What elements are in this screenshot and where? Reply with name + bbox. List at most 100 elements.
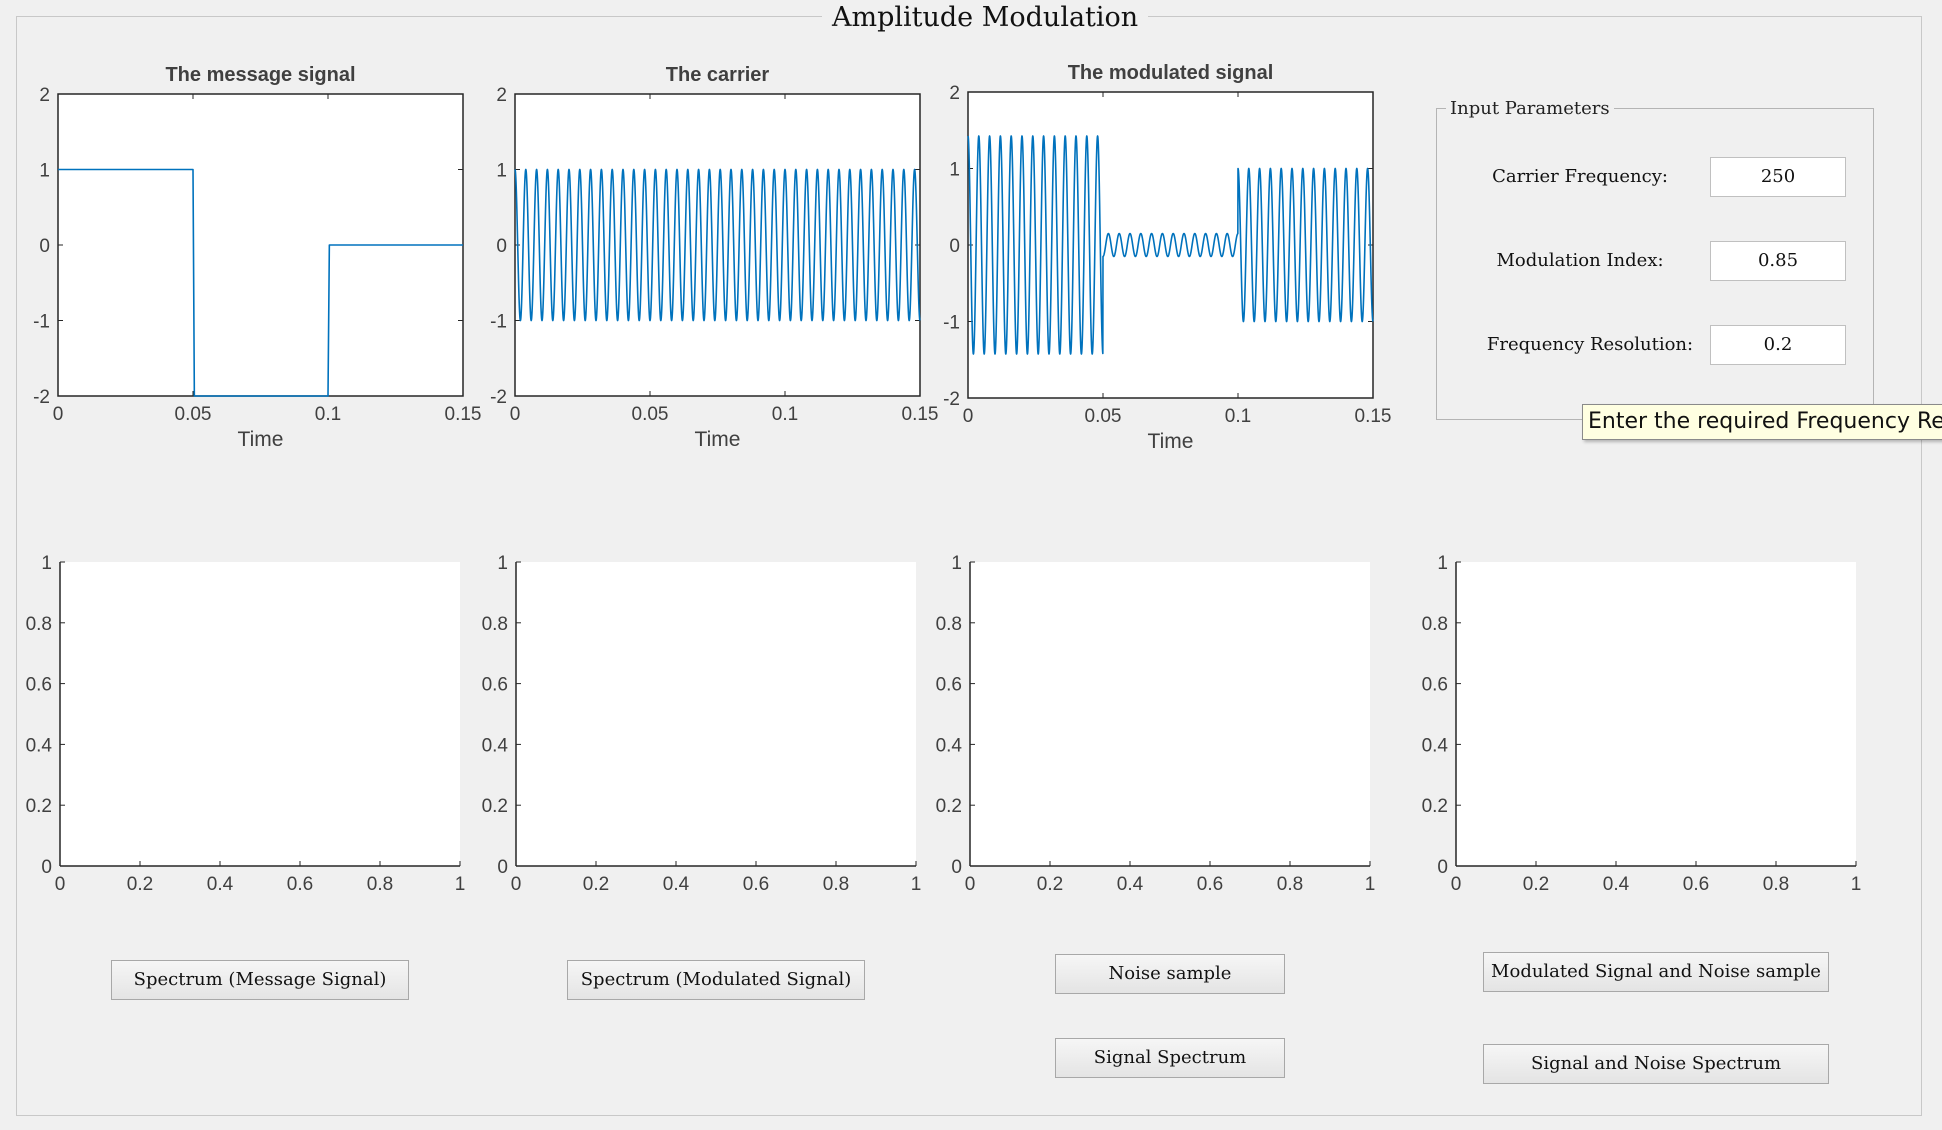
x-tick-label: 0.4 xyxy=(1603,874,1630,895)
y-tick-label: 1 xyxy=(497,553,508,574)
x-tick-label: 0.15 xyxy=(902,404,939,425)
carrier-frequency-label: Carrier Frequency: xyxy=(1492,166,1668,187)
x-tick-label: 0 xyxy=(965,874,976,895)
frequency-resolution-input[interactable]: 0.2 xyxy=(1710,325,1846,365)
y-tick-label: 1 xyxy=(39,161,50,182)
x-axis-label: Time xyxy=(695,428,741,451)
y-tick-label: 0 xyxy=(41,857,52,878)
y-tick-label: 0.6 xyxy=(1422,675,1448,696)
x-tick-label: 0 xyxy=(510,404,521,425)
y-tick-label: 2 xyxy=(39,85,50,106)
x-tick-label: 0.6 xyxy=(1197,874,1223,895)
signal-line xyxy=(58,168,463,397)
axes-1: 0 0.05 0.1 0.15 -2 -1 0 1 2 The message signal Tim… xyxy=(33,64,481,451)
x-tick-label: 0.6 xyxy=(1683,874,1709,895)
axes-title: The carrier xyxy=(666,64,770,86)
x-tick-label: 0.8 xyxy=(1277,874,1303,895)
frequency-resolution-label: Frequency Resolution: xyxy=(1486,334,1694,355)
x-tick-label: 0 xyxy=(55,874,66,895)
x-tick-label: 0.8 xyxy=(367,874,393,895)
y-tick-label: 0.6 xyxy=(936,675,962,696)
spectrum-message-signal-button[interactable]: Spectrum (Message Signal) xyxy=(111,960,409,1000)
input-parameters-title: Input Parameters xyxy=(1446,96,1614,122)
y-tick-label: 0 xyxy=(951,857,962,878)
x-tick-label: 0.6 xyxy=(287,874,313,895)
signal-line xyxy=(967,135,1374,355)
x-tick-label: 0.05 xyxy=(1085,406,1122,427)
x-tick-label: 0.1 xyxy=(1225,406,1251,427)
x-tick-label: 0.2 xyxy=(127,874,153,895)
y-tick-label: 0.8 xyxy=(482,614,508,635)
x-tick-label: 0 xyxy=(511,874,522,895)
plot-area xyxy=(970,562,1370,866)
signal-spectrum-button[interactable]: Signal Spectrum xyxy=(1055,1038,1285,1078)
x-tick-label: 0.4 xyxy=(663,874,690,895)
noise-sample-button[interactable]: Noise sample xyxy=(1055,954,1285,994)
x-tick-label: 0.15 xyxy=(1355,406,1392,427)
plot-area xyxy=(1456,562,1856,866)
y-tick-label: 0.4 xyxy=(936,735,963,756)
x-tick-label: 0.8 xyxy=(1763,874,1789,895)
y-tick-label: 0.4 xyxy=(482,735,509,756)
carrier-frequency-input[interactable]: 250 xyxy=(1710,157,1846,197)
y-tick-label: -2 xyxy=(33,387,50,408)
axes-2: 0 0.05 0.1 0.15 -2 -1 0 1 2 The carrier Time xyxy=(490,64,938,451)
y-tick-label: 0 xyxy=(496,236,507,257)
y-tick-label: 0.2 xyxy=(1422,796,1448,817)
axes-title: The modulated signal xyxy=(1068,62,1274,84)
y-tick-label: 0.8 xyxy=(936,614,962,635)
x-axis-label: Time xyxy=(238,428,284,451)
y-tick-label: 1 xyxy=(496,161,507,182)
y-tick-label: 2 xyxy=(949,83,960,104)
x-tick-label: 0.2 xyxy=(1523,874,1549,895)
modulation-index-input[interactable]: 0.85 xyxy=(1710,241,1846,281)
y-tick-label: 0.6 xyxy=(26,675,52,696)
y-tick-label: 0.2 xyxy=(936,796,962,817)
x-tick-label: 0.1 xyxy=(772,404,798,425)
y-tick-label: 0 xyxy=(497,857,508,878)
x-tick-label: 0.6 xyxy=(743,874,769,895)
y-tick-label: -2 xyxy=(490,387,507,408)
y-tick-label: -1 xyxy=(490,312,507,333)
y-tick-label: 0.2 xyxy=(482,796,508,817)
x-tick-label: 0.4 xyxy=(1117,874,1144,895)
y-tick-label: 1 xyxy=(949,160,960,181)
y-tick-label: 0.8 xyxy=(26,614,52,635)
x-tick-label: 0.05 xyxy=(632,404,669,425)
axes-7: 0 0.2 0.4 0.6 0.8 1 0 0.2 0.4 0.6 0.8 1 xyxy=(1422,553,1862,895)
spectrum-modulated-signal-button[interactable]: Spectrum (Modulated Signal) xyxy=(567,960,865,1000)
y-tick-label: 0.2 xyxy=(26,796,52,817)
modulation-index-label: Modulation Index: xyxy=(1496,250,1664,271)
axes-6: 0 0.2 0.4 0.6 0.8 1 0 0.2 0.4 0.6 0.8 1 xyxy=(936,553,1376,895)
x-tick-label: 1 xyxy=(1365,874,1376,895)
plot-area xyxy=(516,562,916,866)
signal-and-noise-spectrum-button[interactable]: Signal and Noise Spectrum xyxy=(1483,1044,1829,1084)
y-tick-label: -1 xyxy=(943,313,960,334)
x-tick-label: 0.15 xyxy=(445,404,482,425)
x-tick-label: 0.2 xyxy=(583,874,609,895)
axes-4: 0 0.2 0.4 0.6 0.8 1 0 0.2 0.4 0.6 0.8 1 xyxy=(26,553,466,895)
x-tick-label: 1 xyxy=(911,874,922,895)
y-tick-label: 2 xyxy=(496,85,507,106)
axes-3: 0 0.05 0.1 0.15 -2 -1 0 1 2 The modulated signal T… xyxy=(943,62,1391,453)
x-tick-label: 0.8 xyxy=(823,874,849,895)
modulated-signal-and-noise-button[interactable]: Modulated Signal and Noise sample xyxy=(1483,952,1829,992)
x-tick-label: 1 xyxy=(455,874,466,895)
x-tick-label: 0.2 xyxy=(1037,874,1063,895)
y-tick-label: -1 xyxy=(33,312,50,333)
y-tick-label: 0 xyxy=(1437,857,1448,878)
frequency-resolution-tooltip: Enter the required Frequency Resolution xyxy=(1582,404,1942,440)
y-tick-label: 1 xyxy=(41,553,52,574)
y-tick-label: 0.4 xyxy=(1422,735,1449,756)
x-tick-label: 0.05 xyxy=(175,404,212,425)
y-tick-label: -2 xyxy=(943,389,960,410)
x-tick-label: 1 xyxy=(1851,874,1862,895)
y-tick-label: 0.8 xyxy=(1422,614,1448,635)
x-tick-label: 0.4 xyxy=(207,874,234,895)
window-title: Amplitude Modulation xyxy=(822,0,1149,36)
y-tick-label: 0 xyxy=(39,236,50,257)
x-tick-label: 0 xyxy=(1451,874,1462,895)
y-tick-label: 1 xyxy=(1437,553,1448,574)
y-tick-label: 0.4 xyxy=(26,735,53,756)
